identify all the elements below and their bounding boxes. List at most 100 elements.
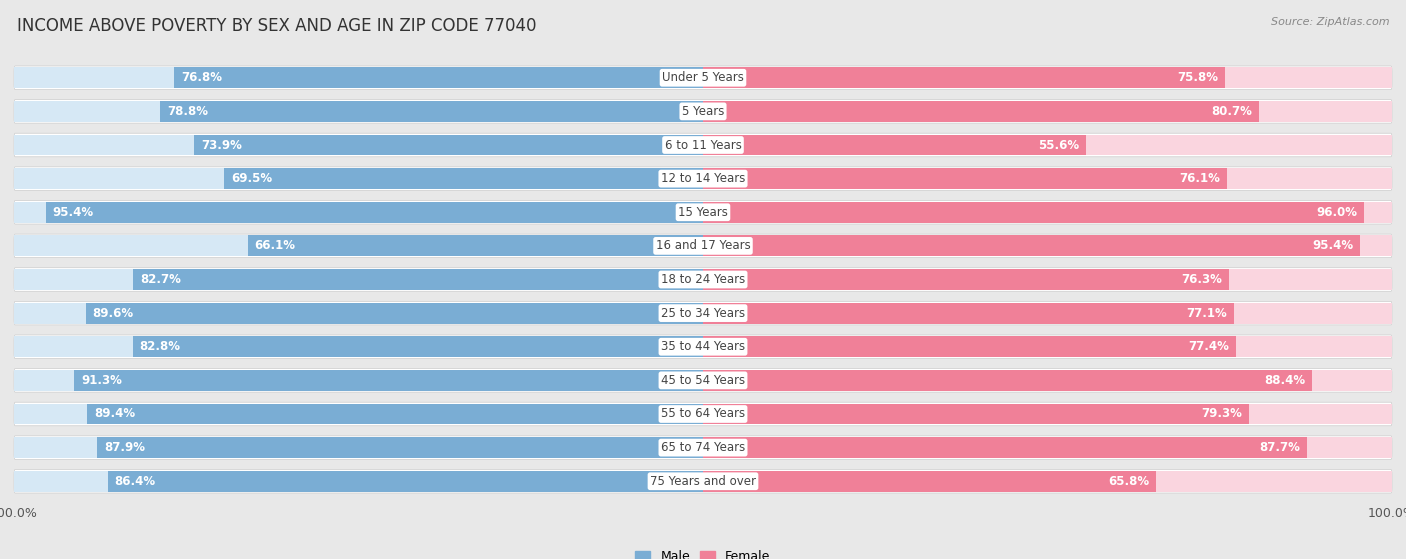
Text: 96.0%: 96.0% xyxy=(1316,206,1358,219)
Bar xyxy=(134,269,703,290)
Bar xyxy=(14,471,703,492)
Text: 69.5%: 69.5% xyxy=(231,172,273,185)
Bar xyxy=(703,202,1392,222)
Bar xyxy=(703,370,1392,391)
Bar xyxy=(247,235,703,256)
Bar xyxy=(224,168,703,189)
Legend: Male, Female: Male, Female xyxy=(630,546,776,559)
Bar xyxy=(703,202,1364,222)
Bar xyxy=(703,471,1392,492)
Bar xyxy=(14,168,703,189)
Bar xyxy=(703,437,1392,458)
FancyBboxPatch shape xyxy=(14,368,1392,392)
FancyBboxPatch shape xyxy=(14,133,1392,157)
Bar xyxy=(703,404,1392,424)
Text: 89.4%: 89.4% xyxy=(94,408,135,420)
FancyBboxPatch shape xyxy=(14,66,1392,89)
Bar xyxy=(46,202,703,222)
Text: 76.1%: 76.1% xyxy=(1180,172,1220,185)
Text: 77.1%: 77.1% xyxy=(1187,307,1227,320)
Text: Under 5 Years: Under 5 Years xyxy=(662,71,744,84)
Bar xyxy=(14,337,703,357)
Bar xyxy=(703,168,1227,189)
Text: 82.7%: 82.7% xyxy=(141,273,181,286)
Bar xyxy=(75,370,703,391)
Bar xyxy=(14,269,703,290)
Bar xyxy=(86,303,703,324)
Text: 86.4%: 86.4% xyxy=(115,475,156,488)
Bar xyxy=(703,404,1250,424)
Bar xyxy=(14,303,703,324)
FancyBboxPatch shape xyxy=(14,268,1392,291)
Bar xyxy=(108,471,703,492)
Text: 91.3%: 91.3% xyxy=(82,374,122,387)
Bar xyxy=(14,404,703,424)
Text: 79.3%: 79.3% xyxy=(1202,408,1243,420)
Bar xyxy=(703,168,1392,189)
Text: 18 to 24 Years: 18 to 24 Years xyxy=(661,273,745,286)
Text: 76.3%: 76.3% xyxy=(1181,273,1222,286)
Bar xyxy=(14,67,703,88)
Bar xyxy=(97,437,703,458)
Bar xyxy=(14,202,703,222)
Text: 77.4%: 77.4% xyxy=(1188,340,1229,353)
FancyBboxPatch shape xyxy=(14,167,1392,191)
Text: 78.8%: 78.8% xyxy=(167,105,208,118)
FancyBboxPatch shape xyxy=(14,234,1392,258)
Text: 82.8%: 82.8% xyxy=(139,340,180,353)
FancyBboxPatch shape xyxy=(14,436,1392,459)
Text: 87.9%: 87.9% xyxy=(104,441,145,454)
Text: 25 to 34 Years: 25 to 34 Years xyxy=(661,307,745,320)
Text: Source: ZipAtlas.com: Source: ZipAtlas.com xyxy=(1271,17,1389,27)
Text: 88.4%: 88.4% xyxy=(1264,374,1305,387)
Bar xyxy=(703,303,1392,324)
Text: 55 to 64 Years: 55 to 64 Years xyxy=(661,408,745,420)
Text: INCOME ABOVE POVERTY BY SEX AND AGE IN ZIP CODE 77040: INCOME ABOVE POVERTY BY SEX AND AGE IN Z… xyxy=(17,17,536,35)
Bar xyxy=(703,303,1234,324)
FancyBboxPatch shape xyxy=(14,201,1392,224)
Text: 65 to 74 Years: 65 to 74 Years xyxy=(661,441,745,454)
Text: 89.6%: 89.6% xyxy=(93,307,134,320)
FancyBboxPatch shape xyxy=(14,470,1392,493)
Bar xyxy=(174,67,703,88)
Text: 73.9%: 73.9% xyxy=(201,139,242,151)
Text: 95.4%: 95.4% xyxy=(52,206,94,219)
Bar xyxy=(14,235,703,256)
Bar xyxy=(703,235,1392,256)
Bar xyxy=(703,67,1392,88)
Bar xyxy=(703,235,1360,256)
Text: 65.8%: 65.8% xyxy=(1108,475,1150,488)
Bar xyxy=(703,471,1156,492)
Text: 87.7%: 87.7% xyxy=(1260,441,1301,454)
Bar xyxy=(14,101,703,122)
Text: 95.4%: 95.4% xyxy=(1312,239,1354,252)
Bar xyxy=(703,67,1225,88)
Text: 80.7%: 80.7% xyxy=(1211,105,1253,118)
Bar xyxy=(703,135,1085,155)
Bar xyxy=(703,269,1229,290)
Text: 76.8%: 76.8% xyxy=(181,71,222,84)
Bar xyxy=(14,437,703,458)
Text: 12 to 14 Years: 12 to 14 Years xyxy=(661,172,745,185)
Bar xyxy=(87,404,703,424)
Bar xyxy=(14,370,703,391)
Text: 55.6%: 55.6% xyxy=(1038,139,1080,151)
FancyBboxPatch shape xyxy=(14,335,1392,358)
Bar xyxy=(703,337,1392,357)
Bar xyxy=(194,135,703,155)
Bar xyxy=(703,370,1312,391)
Text: 75 Years and over: 75 Years and over xyxy=(650,475,756,488)
Bar xyxy=(703,437,1308,458)
FancyBboxPatch shape xyxy=(14,301,1392,325)
Bar xyxy=(703,101,1392,122)
Text: 16 and 17 Years: 16 and 17 Years xyxy=(655,239,751,252)
Bar xyxy=(703,269,1392,290)
Text: 15 Years: 15 Years xyxy=(678,206,728,219)
Bar xyxy=(14,135,703,155)
Text: 45 to 54 Years: 45 to 54 Years xyxy=(661,374,745,387)
Bar xyxy=(160,101,703,122)
Text: 6 to 11 Years: 6 to 11 Years xyxy=(665,139,741,151)
Bar xyxy=(132,337,703,357)
Text: 75.8%: 75.8% xyxy=(1177,71,1219,84)
Text: 66.1%: 66.1% xyxy=(254,239,295,252)
